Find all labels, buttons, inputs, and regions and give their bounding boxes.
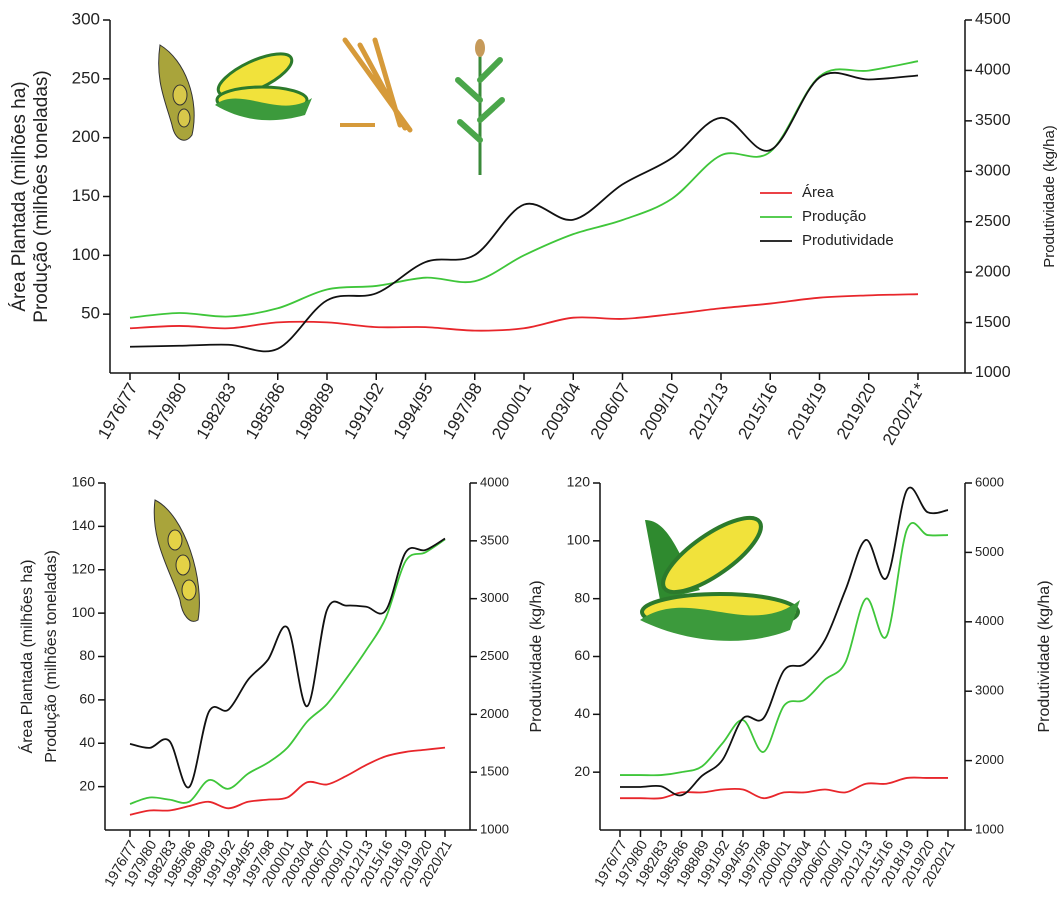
wheat-icon <box>340 40 410 130</box>
y2-tick-label: 4000 <box>975 613 1004 628</box>
y2-tick-label: 3500 <box>480 532 509 547</box>
x-tick-label: 2018/19 <box>784 380 831 443</box>
sorghum-icon <box>458 39 502 175</box>
x-tick-label: 1991/92 <box>340 380 387 443</box>
series-line <box>130 748 445 815</box>
x-tick-label: 1982/83 <box>193 380 240 443</box>
y2-tick-label: 2000 <box>480 706 509 721</box>
y-tick-label: 160 <box>72 474 96 490</box>
y2-tick-label: 1000 <box>975 364 1011 381</box>
chart-panel: 2040608010012010002000300040005000600019… <box>567 474 1054 889</box>
series-line <box>620 488 948 796</box>
y-tick-label: 20 <box>574 763 590 779</box>
y-axis-title: Área Plantada (milhões ha) <box>9 81 30 311</box>
page: 50 100 150 200 250 300 1000 1500 2000 2500 3000 350… <box>0 0 1064 916</box>
x-tick-label: 2019/20 <box>833 380 880 443</box>
y2-tick-label: 1000 <box>975 821 1004 836</box>
y2-tick-label: 3000 <box>975 163 1011 180</box>
y2-tick-label: 5000 <box>975 544 1004 559</box>
y2-tick-label: 1500 <box>975 314 1011 331</box>
x-tick-label: 2006/07 <box>587 380 634 443</box>
x-tick-label: 1997/98 <box>439 380 486 443</box>
y-axis-title: Área Plantada (milhões ha) <box>17 560 36 754</box>
chart: 50 100 150 200 250 300 1000 1500 2000 2500 3000 350… <box>0 0 1064 911</box>
x-tick-label: 1994/95 <box>390 380 437 443</box>
y-tick-label: 50 <box>81 304 100 323</box>
y-tick-label: 60 <box>79 691 95 707</box>
x-tick-label: 1988/89 <box>291 380 338 443</box>
y-tick-label: 40 <box>79 734 95 750</box>
legend-label: Produtividade <box>802 232 894 249</box>
y2-axis-title: Produtividade (kg/ha) <box>528 580 545 732</box>
x-tick-label: 2000/01 <box>488 380 535 443</box>
y2-tick-label: 4000 <box>480 474 509 489</box>
y2-tick-label: 2000 <box>975 752 1004 767</box>
y-tick-label: 200 <box>72 127 100 146</box>
y-tick-label: 80 <box>574 589 590 605</box>
y-tick-label: 120 <box>72 560 96 576</box>
corn-icon <box>640 505 800 641</box>
y-axis-title: Produção (milhões toneladas) <box>43 550 60 763</box>
y2-tick-label: 2000 <box>975 263 1011 280</box>
x-tick-label: 1985/86 <box>242 380 289 443</box>
y-tick-label: 150 <box>72 186 100 205</box>
y-tick-label: 140 <box>72 517 96 533</box>
y2-tick-label: 4500 <box>975 11 1011 28</box>
y-tick-label: 250 <box>72 68 100 87</box>
y2-tick-label: 2500 <box>975 213 1011 230</box>
x-tick-label: 2020/21* <box>879 379 930 448</box>
y-tick-label: 40 <box>574 705 590 721</box>
y2-tick-label: 3000 <box>975 683 1004 698</box>
x-tick-label: 1979/80 <box>143 380 190 443</box>
chart-panel: 20 40 60 80 100 120 140 160 1000 1500 2000 2500 3000… <box>17 474 545 889</box>
y2-tick-label: 3500 <box>975 112 1011 129</box>
y2-tick-label: 1500 <box>480 764 509 779</box>
x-tick-label: 2003/04 <box>537 380 584 443</box>
legend-label: Produção <box>802 208 866 225</box>
legend-label: Área <box>802 184 834 201</box>
y2-axis-title: Produtividade (kg/ha) <box>1036 580 1053 732</box>
y2-tick-label: 4000 <box>975 62 1011 79</box>
y-tick-label: 120 <box>567 474 591 490</box>
y2-tick-label: 3000 <box>480 590 509 605</box>
soy-icon <box>159 45 195 140</box>
corn-icon <box>213 45 312 120</box>
soy-icon <box>154 500 199 621</box>
x-tick-label: 1976/77 <box>94 380 141 443</box>
y2-tick-label: 6000 <box>975 474 1004 489</box>
y-tick-label: 20 <box>79 777 95 793</box>
series-line <box>130 294 918 331</box>
y-tick-label: 80 <box>79 647 95 663</box>
y-tick-label: 100 <box>72 604 96 620</box>
y2-axis-title: Produtividade (kg/ha) <box>1041 125 1058 268</box>
y2-tick-label: 2500 <box>480 648 509 663</box>
x-tick-label: 2012/13 <box>685 380 732 443</box>
y-tick-label: 100 <box>72 245 100 264</box>
x-tick-label: 2015/16 <box>734 380 781 443</box>
y-axis-title: Produção (milhões toneladas) <box>31 70 52 322</box>
y-tick-label: 60 <box>574 647 590 663</box>
x-tick-label: 2009/10 <box>636 380 683 443</box>
y-tick-label: 100 <box>567 532 591 548</box>
y2-tick-label: 1000 <box>480 821 509 836</box>
series-line <box>620 778 948 799</box>
y-tick-label: 300 <box>72 9 100 28</box>
